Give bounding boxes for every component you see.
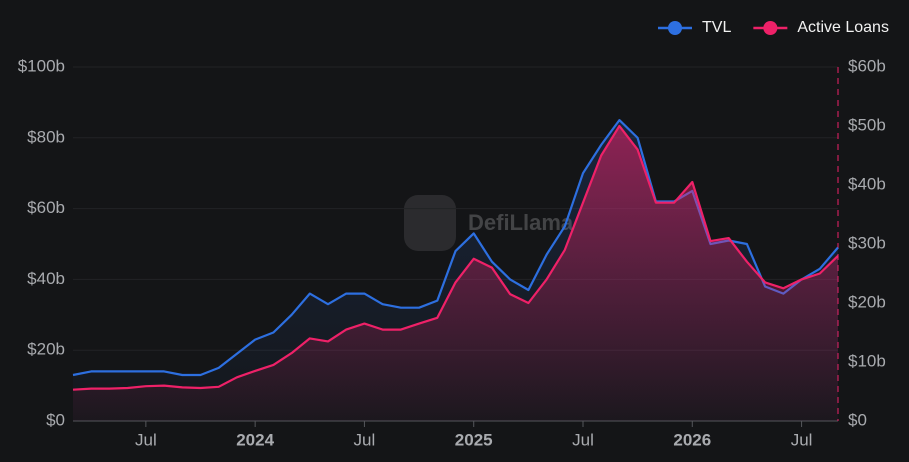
x-tick-label: Jul — [572, 430, 594, 449]
y2-tick-label: $60b — [848, 56, 886, 75]
x-tick-label: Jul — [791, 430, 813, 449]
watermark-logo — [404, 195, 456, 251]
y2-tick-label: $50b — [848, 115, 886, 134]
x-tick-label: 2025 — [455, 430, 493, 449]
line — [72, 124, 839, 391]
y-tick-label: $100b — [18, 56, 65, 75]
y-tick-label: $80b — [27, 127, 65, 146]
area — [73, 126, 838, 421]
legend-label: TVL — [702, 19, 731, 36]
y-tick-label: $60b — [27, 198, 65, 217]
legend-marker — [668, 21, 682, 35]
watermark: DefiLlama — [468, 210, 574, 235]
x-tick-label: 2026 — [673, 430, 711, 449]
x-tick-label: Jul — [354, 430, 376, 449]
y-tick-label: $0 — [46, 410, 65, 429]
y2-tick-label: $10b — [848, 351, 886, 370]
legend-label: Active Loans — [797, 19, 889, 36]
y2-tick-label: $0 — [848, 410, 867, 429]
y2-tick-label: $30b — [848, 233, 886, 252]
x-tick-label: Jul — [135, 430, 157, 449]
y-tick-label: $40b — [27, 269, 65, 288]
y-tick-label: $20b — [27, 340, 65, 359]
x-tick-label: 2024 — [236, 430, 274, 449]
legend-marker — [763, 21, 778, 35]
y2-tick-label: $40b — [848, 174, 886, 193]
y2-tick-label: $20b — [848, 292, 886, 311]
